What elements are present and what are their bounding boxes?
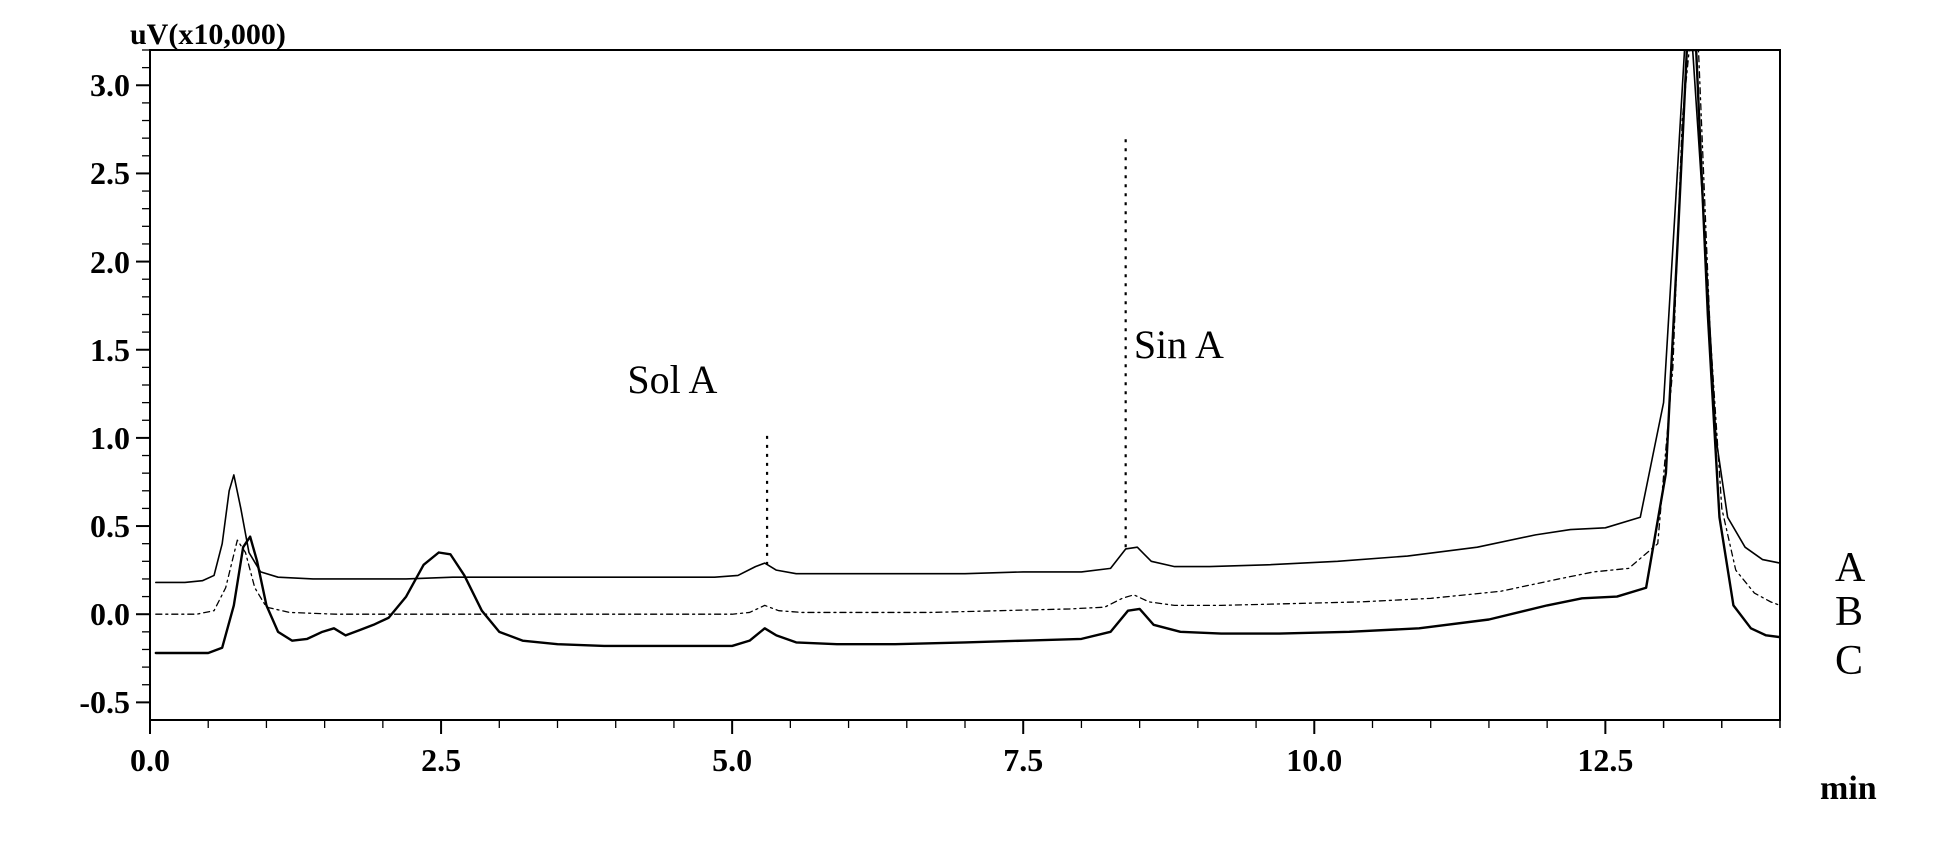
- x-tick-label: 2.5: [401, 742, 481, 779]
- y-tick-label: 0.5: [60, 508, 130, 545]
- x-tick-label: 5.0: [692, 742, 772, 779]
- y-tick-label: -0.5: [60, 684, 130, 721]
- chart-svg: [0, 0, 1940, 856]
- peak-label: Sin A: [1134, 321, 1224, 368]
- trace-label: B: [1835, 588, 1863, 636]
- trace-label: A: [1835, 544, 1865, 592]
- y-axis-title: uV(x10,000): [130, 18, 286, 52]
- x-tick-label: 10.0: [1274, 742, 1354, 779]
- y-tick-label: 2.5: [60, 155, 130, 192]
- y-tick-label: 2.0: [60, 244, 130, 281]
- trace-label: C: [1835, 637, 1863, 685]
- chromatogram-chart: uV(x10,000) min 0.0 2.5 5.0 7.5 10.0 12.5 -0.5…: [0, 0, 1940, 856]
- y-tick-label: 3.0: [60, 67, 130, 104]
- x-axis-title: min: [1820, 770, 1877, 808]
- x-tick-label: 7.5: [983, 742, 1063, 779]
- x-tick-label: 0.0: [110, 742, 190, 779]
- y-tick-label: 0.0: [60, 596, 130, 633]
- y-tick-label: 1.5: [60, 332, 130, 369]
- peak-label: Sol A: [627, 356, 717, 403]
- x-tick-label: 12.5: [1565, 742, 1645, 779]
- y-tick-label: 1.0: [60, 420, 130, 457]
